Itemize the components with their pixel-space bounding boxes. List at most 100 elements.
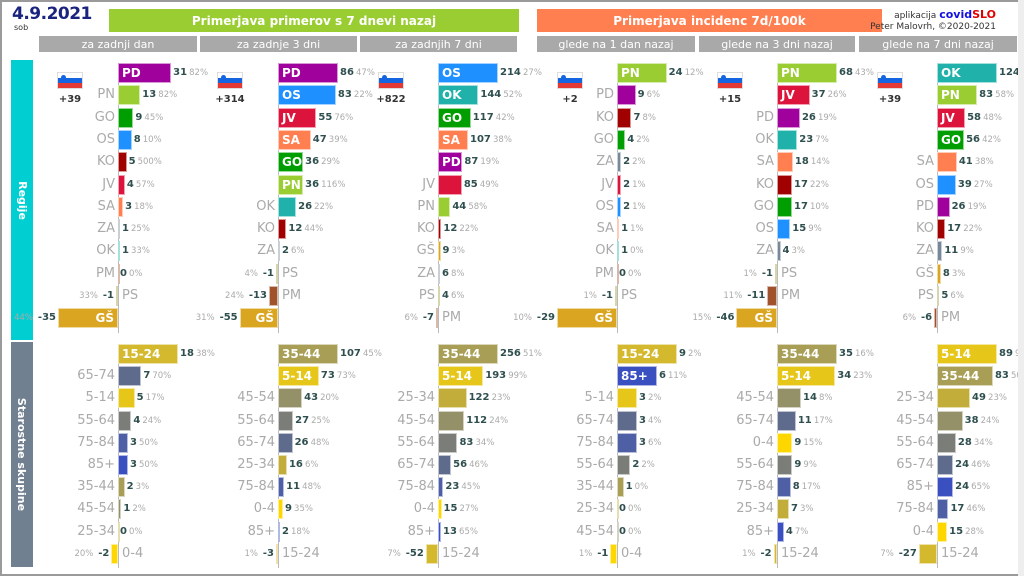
age-label: 45-54 [237,390,275,406]
age-percent: 0% [628,526,642,537]
subheader-6: glede na 7 dni nazaj [859,36,1017,52]
age-percent: 3% [135,482,150,493]
region-label: JV [941,110,955,125]
region-label: ZA [596,154,614,170]
region-value: -29 [536,312,555,324]
age-label: 45-54 [576,523,614,539]
region-percent: 19% [817,112,837,123]
region-percent: 29% [321,157,341,168]
region-value: 214 [500,67,521,78]
region-percent: 0% [129,268,143,279]
region-percent: 27% [523,68,542,78]
age-percent: 46% [971,460,991,470]
region-bar-GŠ [557,308,617,329]
region-bar-OS [777,219,791,240]
region-value: -6 [921,312,933,324]
region-value: -55 [219,312,238,324]
age-label: 45-54 [397,412,435,428]
age-label: 5-14 [442,369,473,384]
age-value: 18 [180,348,194,359]
age-percent: 28% [965,526,985,537]
age-value: 9 [679,348,686,359]
age-value: 38 [964,414,979,426]
age-value: 5 [136,392,144,404]
region-percent: 3% [951,268,966,279]
age-value: 43 [304,392,319,404]
region-value: -13 [248,290,267,301]
date: 4.9.2021 [12,4,92,24]
age-percent: 51% [523,349,542,359]
region-percent: 6% [646,90,661,101]
age-label: 25-34 [237,457,275,472]
scrollbar-track [1018,0,1024,576]
age-percent: 34% [973,437,993,448]
age-value: 3 [639,414,646,426]
region-value: 4 [126,178,134,190]
region-percent: 19% [480,157,500,168]
region-bar-PS [116,286,118,306]
region-label: GO [282,155,303,170]
age-percent: 24% [980,415,1000,426]
age-percent: 48% [302,482,322,493]
region-percent: 26% [827,90,847,101]
age-value: -27 [898,547,917,559]
region-value: -46 [716,312,735,324]
age-value: 89 [999,348,1013,359]
region-bar-OS [937,174,956,195]
age-label: 55-64 [77,412,115,428]
region-value: 9 [442,245,450,257]
age-percent: 20% [74,548,94,559]
region-label: PM [941,310,961,326]
age-percent: 7% [387,548,401,559]
subheader-1: za zadnji dan [39,36,197,52]
age-bar-85+ [118,455,128,475]
region-percent: 6% [950,291,964,301]
age-label: 15-24 [442,545,480,561]
age-percent: 23% [988,393,1007,404]
region-label: OK [941,66,961,80]
age-label: 5-14 [941,347,972,361]
region-percent: 0% [628,268,642,279]
region-label: GO [753,198,774,214]
region-value: 15 [792,223,807,235]
age-bar-5-14 [777,366,836,387]
region-bar-PD [118,63,172,83]
age-label: 5-14 [584,390,614,406]
region-label: KO [416,221,435,237]
banner-incidence: Primerjava incidenc 7d/100k [537,9,882,32]
age-value: 7 [791,503,798,515]
age-percent: 27% [459,504,479,515]
region-bar-JV [118,174,125,195]
age-bar-65-74 [937,455,954,475]
region-label: PM [781,288,801,303]
age-bar-85+ [777,521,784,542]
region-label: OK [442,88,462,103]
age-value: 11 [286,481,301,493]
region-bar-KO [777,174,792,195]
region-percent: 27% [973,179,993,190]
region-value: 6 [442,267,449,279]
age-percent: 34% [475,437,495,448]
age-value: 35 [839,348,853,359]
region-label: PD [442,155,461,170]
region-label: PD [596,87,614,103]
age-bar-65-74 [617,410,637,431]
age-label: 15-24 [781,545,819,561]
age-bar-0-4 [610,543,617,564]
region-bar-PN [278,174,304,195]
region-value: -1 [262,267,274,279]
age-value: -3 [262,547,274,559]
region-label: PM [95,265,115,281]
region-label: KO [96,154,115,170]
region-bar-GO [118,107,134,128]
age-value: 28 [957,436,972,448]
region-percent: 22% [314,201,334,212]
age-value: 24 [955,481,970,493]
age-bar-35-44 [937,366,993,387]
region-label: GŠ [915,265,934,281]
region-percent: 44% [304,224,324,235]
region-bar-OK [118,241,120,262]
age-percent: 9% [803,460,817,470]
age-bar-15-24 [425,543,438,564]
region-label: GO [94,109,115,125]
